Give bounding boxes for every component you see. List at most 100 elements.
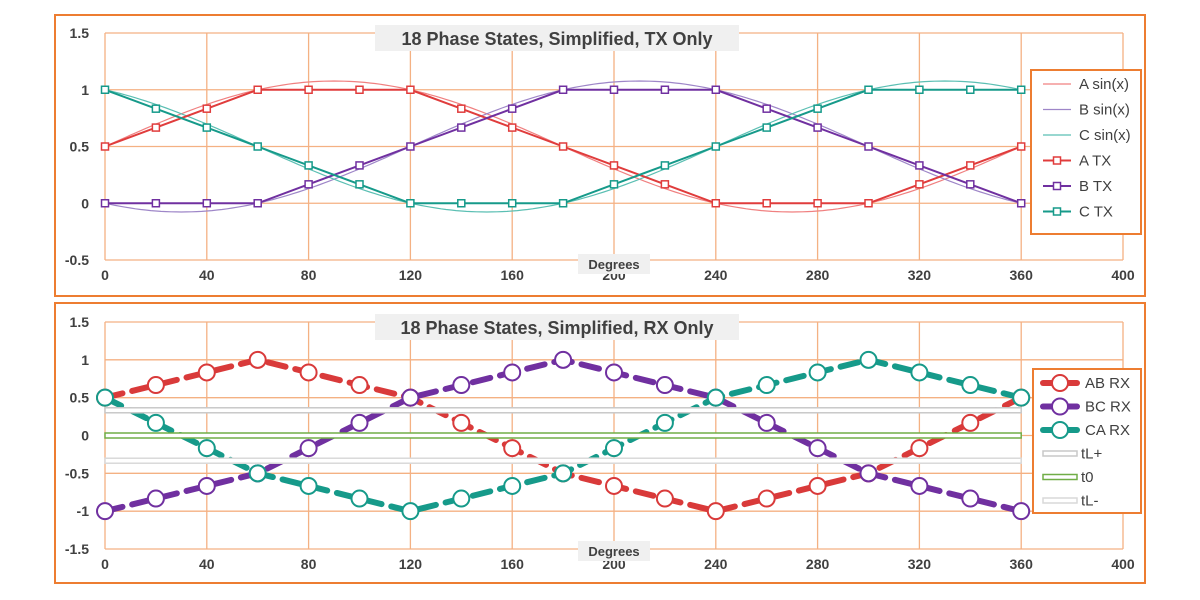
band-line-tl xyxy=(104,407,1022,414)
band-line-t0 xyxy=(104,432,1022,439)
legend-swatch-tl xyxy=(1042,497,1078,504)
data-point xyxy=(813,123,822,132)
data-point xyxy=(762,104,771,113)
data-point xyxy=(299,363,318,382)
x-tick-label: 360 xyxy=(1010,267,1034,283)
data-point xyxy=(966,180,975,189)
data-point xyxy=(406,85,415,94)
data-point xyxy=(706,388,725,407)
legend-box xyxy=(1032,368,1142,514)
data-point xyxy=(304,85,313,94)
x-axis-label-bg xyxy=(578,541,650,561)
data-point xyxy=(910,363,929,382)
data-point xyxy=(605,363,623,382)
legend-label-bc-rx: BC RX xyxy=(1085,399,1131,416)
data-point xyxy=(605,439,623,458)
data-point xyxy=(202,199,212,208)
data-point xyxy=(655,489,674,508)
series-ca-rx xyxy=(96,350,1031,521)
data-point xyxy=(401,388,420,407)
data-point xyxy=(406,142,415,151)
x-tick-label: 400 xyxy=(1111,556,1135,572)
data-point xyxy=(146,413,165,432)
y-tick-label: -0.5 xyxy=(65,252,89,268)
data-point xyxy=(808,363,827,382)
data-point xyxy=(1012,388,1031,407)
legend-marker xyxy=(1051,374,1069,392)
data-point xyxy=(762,199,771,208)
data-point xyxy=(711,85,721,94)
data-point xyxy=(711,142,721,151)
data-point xyxy=(151,123,161,132)
legend-label-a-tx: A TX xyxy=(1079,153,1111,170)
chart-rx: -1.5-1-0.500.511.50 40 80 120 160 200 240 280 32… xyxy=(65,314,1142,572)
data-point xyxy=(609,180,619,189)
x-tick-label: 40 xyxy=(199,267,215,283)
data-point xyxy=(558,85,568,94)
y-tick-label: -1 xyxy=(77,503,90,519)
data-point xyxy=(100,85,110,94)
data-point xyxy=(452,376,471,395)
data-point xyxy=(961,489,980,508)
x-tick-label: 160 xyxy=(501,556,525,572)
y-tick-label: 1 xyxy=(81,352,89,368)
data-point xyxy=(609,161,619,170)
legend-label-t0: t0 xyxy=(1081,469,1094,486)
data-point xyxy=(202,123,212,132)
data-point xyxy=(146,376,165,395)
data-point xyxy=(248,350,267,369)
data-point xyxy=(304,180,313,189)
x-tick-label: 40 xyxy=(199,556,215,572)
data-point xyxy=(197,439,216,458)
y-tick-label: 1.5 xyxy=(70,25,90,41)
data-point xyxy=(350,413,369,432)
data-point xyxy=(915,85,924,94)
legend-marker xyxy=(1051,421,1069,439)
data-point xyxy=(96,502,114,521)
data-point xyxy=(299,439,318,458)
data-point xyxy=(401,502,420,521)
chart-title: 18 Phase States, Simplified, RX Only xyxy=(400,318,713,338)
data-point xyxy=(808,476,827,495)
data-point xyxy=(452,489,471,508)
data-point xyxy=(355,180,364,189)
legend: A sin(x) B sin(x) C sin(x) A TX B TX C TX xyxy=(1030,69,1142,235)
legend-label-c-sin-x: C sin(x) xyxy=(1079,127,1131,144)
data-point xyxy=(406,199,415,208)
x-tick-label: 240 xyxy=(704,267,728,283)
data-point xyxy=(609,85,619,94)
x-tick-label: 400 xyxy=(1111,267,1135,283)
data-point xyxy=(558,199,568,208)
band-line-tl xyxy=(104,457,1022,464)
series-b-tx xyxy=(100,85,1026,208)
data-point xyxy=(910,476,929,495)
series-a-tx xyxy=(100,85,1026,208)
data-point xyxy=(864,199,873,208)
data-point xyxy=(96,388,114,407)
data-point xyxy=(554,464,573,483)
legend-label-c-tx: C TX xyxy=(1079,204,1113,221)
legend-label-tl: tL+ xyxy=(1081,446,1103,463)
data-point xyxy=(350,489,369,508)
data-point xyxy=(961,376,980,395)
data-point xyxy=(859,464,878,483)
y-tick-label: 0 xyxy=(81,428,89,444)
data-point xyxy=(966,161,975,170)
data-point xyxy=(1012,502,1031,521)
data-point xyxy=(457,104,466,113)
data-point xyxy=(100,199,110,208)
legend-swatch-t0 xyxy=(1042,473,1078,481)
series-t0 xyxy=(104,432,1022,439)
data-point xyxy=(660,85,670,94)
x-tick-label: 80 xyxy=(301,556,317,572)
data-point xyxy=(452,413,471,432)
data-point xyxy=(655,376,674,395)
data-point xyxy=(253,142,262,151)
legend: AB RX BC RX CA RX tL+ t0 tL- xyxy=(1032,368,1142,514)
series-tl xyxy=(104,407,1022,414)
x-tick-label: 280 xyxy=(806,556,830,572)
data-point xyxy=(813,199,822,208)
legend-label-b-sin-x: B sin(x) xyxy=(1079,102,1130,119)
data-point xyxy=(1016,199,1026,208)
data-point xyxy=(859,350,878,369)
